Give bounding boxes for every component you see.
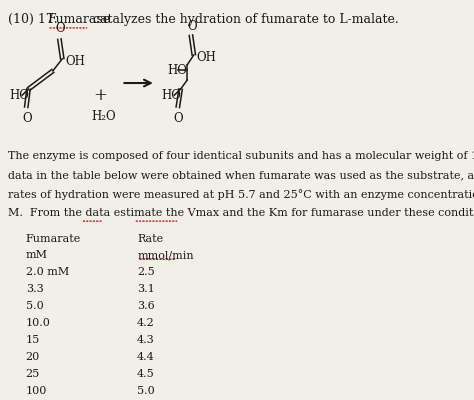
Text: O: O (174, 112, 183, 125)
Text: 3.3: 3.3 (26, 284, 44, 294)
Text: 2.0 mM: 2.0 mM (26, 267, 69, 277)
Text: 100: 100 (26, 386, 47, 396)
Text: 10.0: 10.0 (26, 318, 51, 328)
Text: catalyzes the hydration of fumarate to L-malate.: catalyzes the hydration of fumarate to L… (90, 13, 399, 26)
Text: 3.6: 3.6 (137, 301, 155, 311)
Text: Fumarate: Fumarate (26, 234, 81, 244)
Text: 3.1: 3.1 (137, 284, 155, 294)
Text: OH: OH (65, 55, 85, 68)
Text: rates of hydration were measured at pH 5.7 and 25°C with an enzyme concentration: rates of hydration were measured at pH 5… (9, 189, 474, 200)
Text: mmol/min: mmol/min (137, 250, 194, 260)
Text: 20: 20 (26, 352, 40, 362)
Text: (10) 17.: (10) 17. (9, 13, 62, 26)
Text: data in the table below were obtained when fumarate was used as the substrate, a: data in the table below were obtained wh… (9, 170, 474, 180)
Text: O: O (22, 112, 32, 125)
Text: HO: HO (162, 89, 182, 102)
Text: 4.2: 4.2 (137, 318, 155, 328)
Text: H₂O: H₂O (91, 110, 116, 123)
Text: 4.4: 4.4 (137, 352, 155, 362)
Text: O: O (55, 22, 65, 34)
Text: The enzyme is composed of four identical subunits and has a molecular weight of : The enzyme is composed of four identical… (9, 151, 474, 161)
Text: mM: mM (26, 250, 48, 260)
Text: 15: 15 (26, 335, 40, 345)
Text: 4.5: 4.5 (137, 369, 155, 379)
Text: 2.5: 2.5 (137, 267, 155, 277)
Text: Fumarase: Fumarase (47, 13, 110, 26)
Text: +: + (93, 87, 107, 104)
Text: M.  From the data estimate the Vmax and the Km for fumarase under these conditio: M. From the data estimate the Vmax and t… (9, 208, 474, 218)
Text: 5.0: 5.0 (137, 386, 155, 396)
Text: 25: 25 (26, 369, 40, 379)
Text: O: O (187, 20, 197, 33)
Text: 4.3: 4.3 (137, 335, 155, 345)
Text: HO: HO (9, 89, 29, 102)
Text: HO: HO (167, 64, 187, 76)
Text: OH: OH (197, 51, 217, 64)
Text: Rate: Rate (137, 234, 164, 244)
Text: 5.0: 5.0 (26, 301, 44, 311)
